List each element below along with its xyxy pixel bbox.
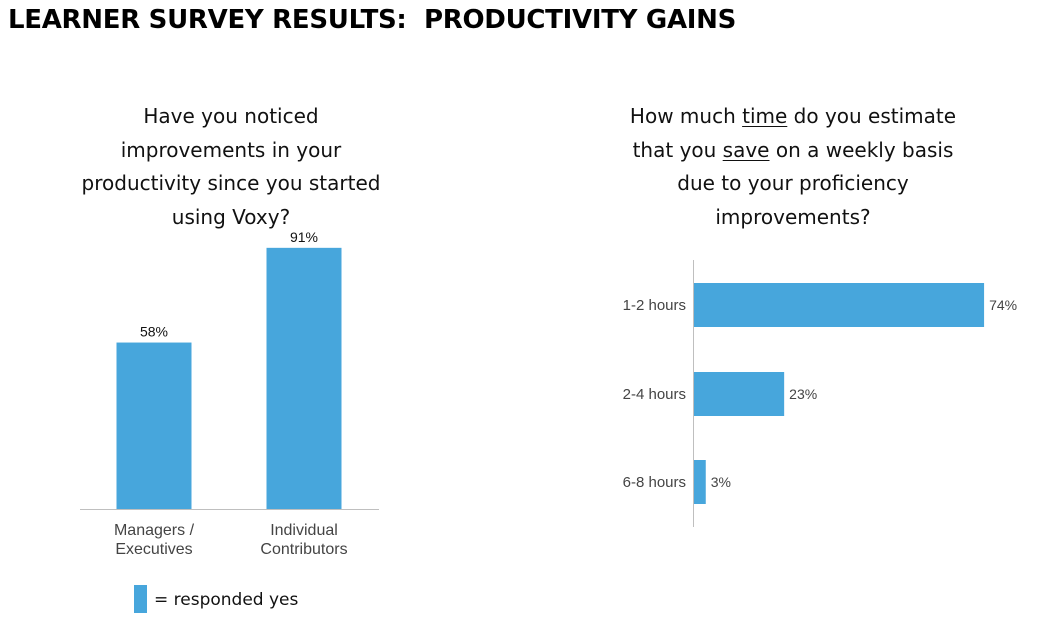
emphasized-word: time: [742, 104, 788, 128]
left-question-line: Have you noticed: [143, 104, 319, 128]
category-label: 1-2 hours: [623, 297, 686, 314]
question-text: How much: [629, 104, 743, 128]
left-question-line: improvements in your: [120, 137, 342, 162]
right-question-line: due to your proficiency: [585, 167, 1001, 201]
category-label: 6-8 hours: [623, 474, 686, 491]
left-question-line: using Voxy?: [171, 204, 291, 229]
bar: [694, 372, 785, 416]
productivity-improvement-bar-chart: 58% Managers / Executives 91% Individual Cont…: [80, 229, 379, 558]
emphasized-word: save: [722, 137, 770, 162]
right-question-line: improvements?: [585, 201, 1001, 235]
left-question-line: productivity since you started: [81, 171, 381, 195]
right-question-line: How much time do you estimate: [585, 100, 1001, 134]
question-text: due to your proficiency: [677, 171, 909, 195]
question-text: improvements?: [715, 204, 871, 229]
category-label: Managers /: [114, 522, 195, 539]
data-label: 3%: [711, 474, 731, 490]
bar: [116, 342, 192, 509]
bar: [694, 283, 985, 327]
legend-label: = responded yes: [154, 590, 299, 610]
category-label: Individual: [270, 522, 338, 539]
question-text: on a weekly basis: [769, 137, 954, 162]
data-label: 58%: [140, 324, 168, 340]
question-text: do you estimate: [787, 104, 957, 128]
question-text: that you: [632, 137, 723, 162]
legend-swatch: [134, 585, 147, 613]
bar: [694, 460, 706, 504]
data-label: 91%: [290, 229, 318, 245]
data-label: 74%: [989, 297, 1017, 313]
bar: [266, 247, 342, 509]
weekly-time-saved-bar-chart: 74% 1-2 hours 23% 2-4 hours 3% 6-8 hours: [623, 260, 1017, 527]
category-label: 2-4 hours: [623, 386, 686, 403]
right-question-line: that you save on a weekly basis: [585, 134, 1001, 168]
page-title: LEARNER SURVEY RESULTS: PRODUCTIVITY GAI…: [8, 5, 737, 35]
right-question: How much time do you estimate that you sa…: [585, 100, 1001, 234]
category-label: Executives: [115, 541, 192, 558]
category-label: Contributors: [260, 541, 347, 558]
left-question: Have you noticed improvements in your prod…: [48, 100, 414, 234]
data-label: 23%: [789, 386, 817, 402]
